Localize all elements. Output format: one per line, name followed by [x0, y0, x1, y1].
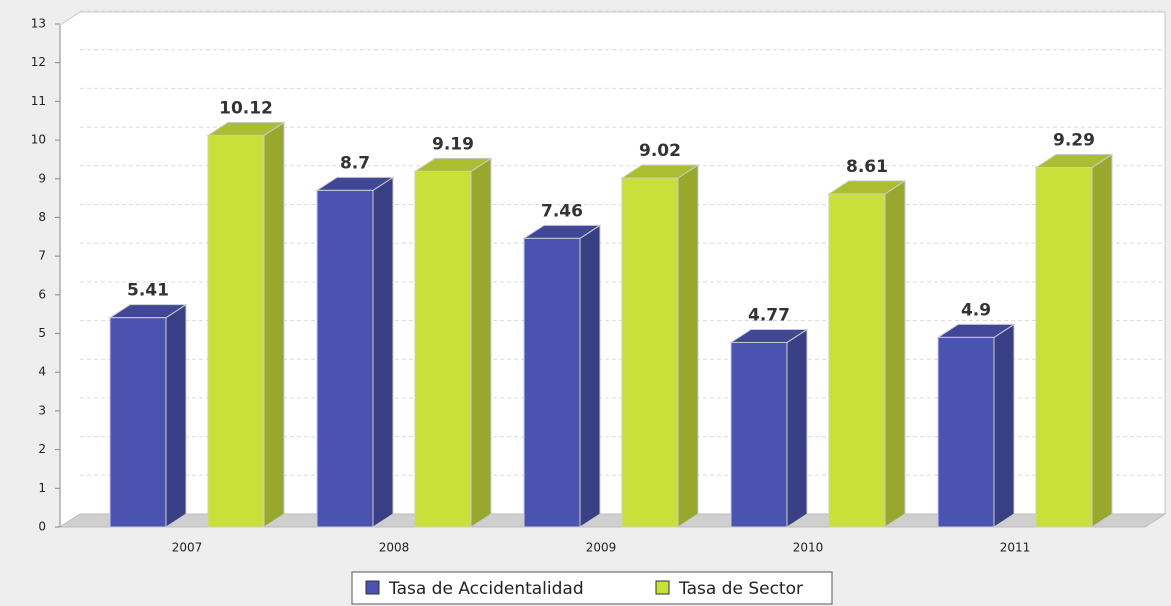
bar-side [372, 176, 394, 528]
bar [937, 336, 995, 528]
bar [828, 193, 886, 528]
bar [207, 134, 265, 528]
legend-swatch [365, 580, 380, 595]
value-label: 9.29 [1053, 131, 1095, 151]
value-label: 8.7 [340, 153, 370, 173]
bar-side [579, 224, 601, 528]
bar-side [993, 323, 1015, 528]
y-tick-label: 13 [31, 17, 46, 31]
y-tick-label: 10 [31, 133, 46, 147]
y-tick-label: 9 [38, 171, 46, 185]
bar-side [263, 121, 285, 528]
y-tick-label: 6 [38, 287, 46, 301]
bar-side [165, 303, 187, 528]
y-tick-label: 11 [31, 94, 46, 108]
bar-side [884, 179, 906, 528]
legend-swatch [655, 580, 670, 595]
bar-side [470, 157, 492, 528]
y-tick-label: 3 [38, 403, 46, 417]
value-label: 8.61 [846, 157, 888, 177]
legend [351, 571, 833, 605]
x-tick-label: 2009 [586, 541, 617, 555]
y-tick-label: 4 [38, 365, 46, 379]
bar [1035, 167, 1093, 528]
y-tick-label: 2 [38, 442, 46, 456]
bar-side [677, 164, 699, 528]
value-label: 4.9 [961, 300, 991, 320]
value-label: 10.12 [219, 98, 273, 118]
y-tick-label: 1 [38, 481, 46, 495]
y-tick-label: 8 [38, 210, 46, 224]
legend-label: Tasa de Sector [678, 579, 803, 599]
value-label: 7.46 [541, 201, 583, 221]
bar [621, 177, 679, 528]
x-tick-label: 2010 [793, 541, 824, 555]
x-tick-label: 2011 [1000, 541, 1031, 555]
value-label: 4.77 [748, 305, 790, 325]
y-tick-label: 7 [38, 249, 46, 263]
value-label: 9.02 [639, 141, 681, 161]
x-tick-label: 2007 [172, 541, 203, 555]
bar [414, 170, 472, 528]
y-tick-label: 0 [38, 520, 46, 534]
legend-label: Tasa de Accidentalidad [388, 579, 584, 599]
bar [523, 237, 581, 528]
value-label: 9.19 [432, 134, 474, 154]
bar [109, 317, 167, 528]
bar [316, 189, 374, 528]
bar-side [1091, 153, 1113, 528]
value-label: 5.41 [127, 281, 169, 301]
x-tick-label: 2008 [379, 541, 410, 555]
y-tick-label: 12 [31, 55, 46, 69]
bar [730, 341, 788, 528]
bar-side [786, 328, 808, 528]
y-tick-label: 5 [38, 326, 46, 340]
